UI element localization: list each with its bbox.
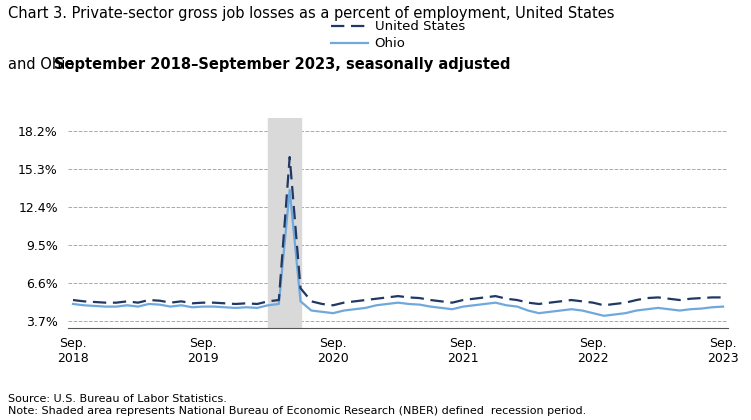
- Text: Chart 3. Private-sector gross job losses as a percent of employment, United Stat: Chart 3. Private-sector gross job losses…: [8, 6, 614, 21]
- Legend: United States, Ohio: United States, Ohio: [326, 15, 470, 55]
- Bar: [268, 118, 300, 328]
- Text: and Ohio,: and Ohio,: [8, 57, 83, 72]
- Text: Source: U.S. Bureau of Labor Statistics.
Note: Shaded area represents National B: Source: U.S. Bureau of Labor Statistics.…: [8, 394, 586, 416]
- Text: September 2018–September 2023, seasonally adjusted: September 2018–September 2023, seasonall…: [54, 57, 511, 72]
